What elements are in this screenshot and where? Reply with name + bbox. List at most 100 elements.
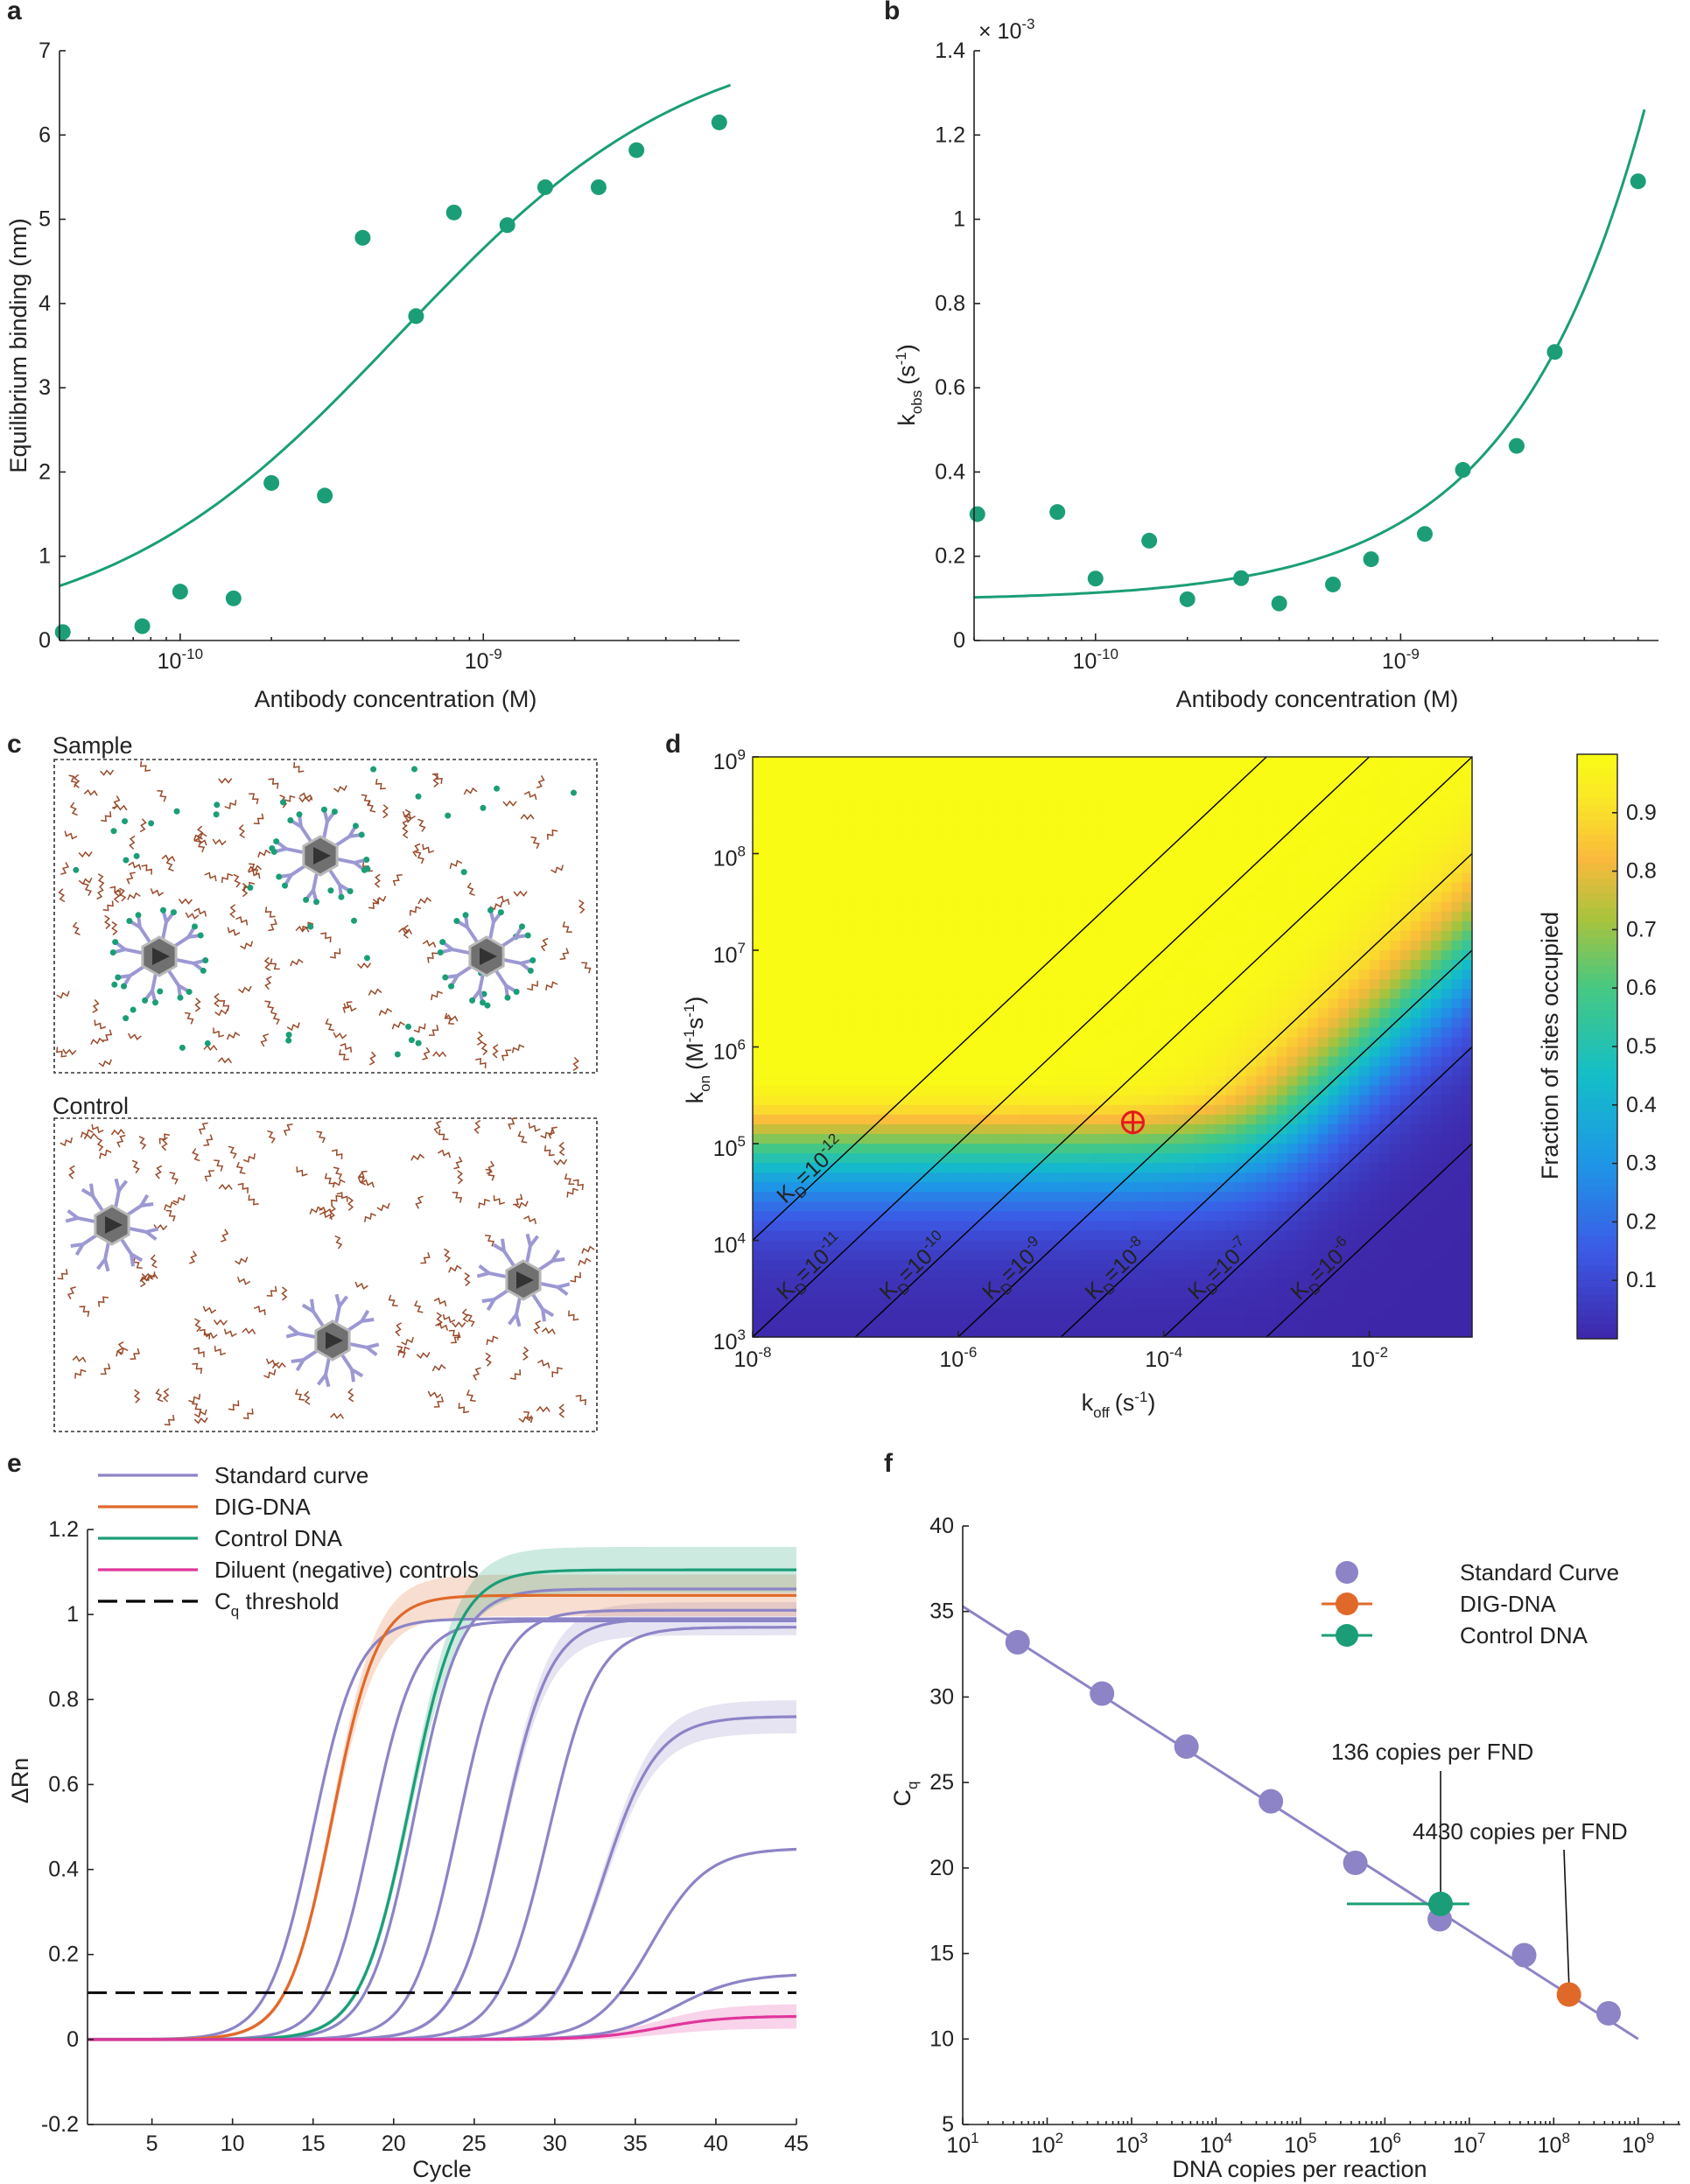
heatmap-cell: [866, 901, 877, 913]
heatmap-cell: [1225, 1008, 1237, 1018]
panel-a-xtick-label: 10-9: [465, 646, 502, 674]
heatmap-cell: [794, 1317, 805, 1328]
heatmap-cell: [1266, 1066, 1278, 1077]
heatmap-cell: [1133, 766, 1144, 777]
heatmap-cell: [1174, 757, 1185, 767]
heatmap-cell: [1245, 882, 1257, 893]
heatmap-cell: [814, 1124, 825, 1135]
heatmap-cell: [1441, 1172, 1453, 1183]
heatmap-cell: [1369, 1317, 1380, 1328]
heatmap-cell: [845, 1095, 856, 1106]
heatmap-cell: [794, 970, 805, 980]
heatmap-cell: [978, 1027, 990, 1039]
surface-chain: [376, 1202, 390, 1212]
surface-chain: [333, 1032, 347, 1040]
heatmap-cell: [1112, 1259, 1124, 1270]
heatmap-cell: [762, 844, 774, 855]
heatmap-cell: [1338, 1018, 1350, 1028]
heatmap-cell: [989, 1327, 1000, 1338]
heatmap-cell: [1143, 1163, 1154, 1173]
heatmap-cell: [1369, 911, 1380, 922]
heatmap-cell: [1338, 815, 1350, 825]
surface-chain: [515, 1200, 529, 1209]
heatmap-cell: [1204, 930, 1216, 942]
antibody-stem: [172, 935, 190, 948]
heatmap-cell: [1009, 1192, 1020, 1202]
heatmap-cell: [1451, 844, 1462, 855]
heatmap-cell: [845, 920, 856, 932]
heatmap-cell: [927, 1307, 938, 1319]
heatmap-cell: [783, 757, 795, 767]
heatmap-cell: [1245, 1134, 1257, 1144]
heatmap-cell: [803, 1307, 815, 1319]
heatmap-cell: [1081, 1153, 1093, 1164]
heatmap-cell: [773, 1221, 784, 1232]
heatmap-cell: [1163, 1008, 1175, 1018]
heatmap-cell: [1215, 786, 1226, 796]
heatmap-cell: [1050, 1317, 1062, 1328]
heatmap-cell: [1071, 834, 1083, 845]
heatmap-cell: [1308, 1075, 1319, 1087]
heatmap-cell: [1410, 1317, 1421, 1328]
heatmap-cell: [1154, 1066, 1165, 1077]
heatmap-cell: [1349, 970, 1360, 980]
heatmap-cell: [989, 805, 1000, 816]
heatmap-cell: [1379, 1288, 1391, 1299]
heatmap-cell: [1040, 979, 1052, 990]
heatmap-cell: [927, 1211, 938, 1222]
heatmap-cell: [1317, 1134, 1329, 1144]
heatmap-cell: [916, 1085, 929, 1096]
heatmap-cell: [1369, 1075, 1380, 1087]
heatmap-cell: [1431, 1230, 1442, 1242]
surface-chain: [513, 890, 528, 897]
kd-isoline: [1060, 949, 1473, 1338]
heatmap-cell: [1308, 1211, 1319, 1222]
heatmap-cell: [1390, 1075, 1401, 1087]
heatmap-cell: [999, 863, 1011, 874]
heatmap-cell: [1040, 941, 1052, 951]
heatmap-cell: [824, 1211, 836, 1222]
heatmap-cell: [1061, 1221, 1072, 1232]
heatmap-cell: [753, 1259, 764, 1270]
heatmap-cell: [803, 844, 815, 855]
heatmap-cell: [783, 920, 795, 932]
heatmap-cell: [1020, 1163, 1031, 1173]
heatmap-cell: [1215, 815, 1226, 825]
heatmap-cell: [1020, 872, 1031, 884]
heatmap-cell: [896, 1056, 908, 1068]
heatmap-cell: [855, 776, 866, 787]
heatmap-cell: [1215, 1114, 1226, 1125]
heatmap-cell: [1204, 1075, 1216, 1087]
heatmap-cell: [1256, 1269, 1267, 1280]
heatmap-cell: [1399, 1211, 1412, 1222]
heatmap-cell: [845, 1104, 856, 1116]
heatmap-cell: [1349, 757, 1360, 767]
heatmap-cell: [1081, 911, 1093, 922]
heatmap-cell: [1081, 776, 1093, 787]
heatmap-cell: [907, 844, 918, 855]
heatmap-cell: [1050, 1153, 1062, 1164]
heatmap-cell: [1297, 853, 1308, 864]
heatmap-cell: [1287, 766, 1298, 777]
heatmap-cell: [1441, 1124, 1453, 1135]
bound-antigen: [347, 887, 354, 894]
heatmap-cell: [824, 776, 836, 787]
heatmap-cell: [1338, 1085, 1350, 1096]
heatmap-cell: [1256, 1250, 1267, 1261]
heatmap-cell: [1369, 805, 1380, 816]
heatmap-cell: [927, 882, 938, 893]
heatmap-cell: [1102, 1114, 1113, 1125]
heatmap-cell: [978, 1008, 990, 1018]
heatmap-cell: [845, 844, 856, 855]
heatmap-cell: [1174, 920, 1185, 932]
heatmap-cell: [957, 815, 970, 825]
heatmap-cell: [916, 901, 929, 913]
heatmap-cell: [824, 844, 836, 855]
heatmap-cell: [1420, 941, 1432, 951]
heatmap-cell: [1009, 786, 1020, 796]
heatmap-cell: [1143, 824, 1154, 836]
heatmap-cell: [1050, 863, 1062, 874]
heatmap-cell: [1276, 892, 1288, 903]
heatmap-cell: [978, 1240, 990, 1251]
colorbar-segment: [1577, 878, 1617, 886]
